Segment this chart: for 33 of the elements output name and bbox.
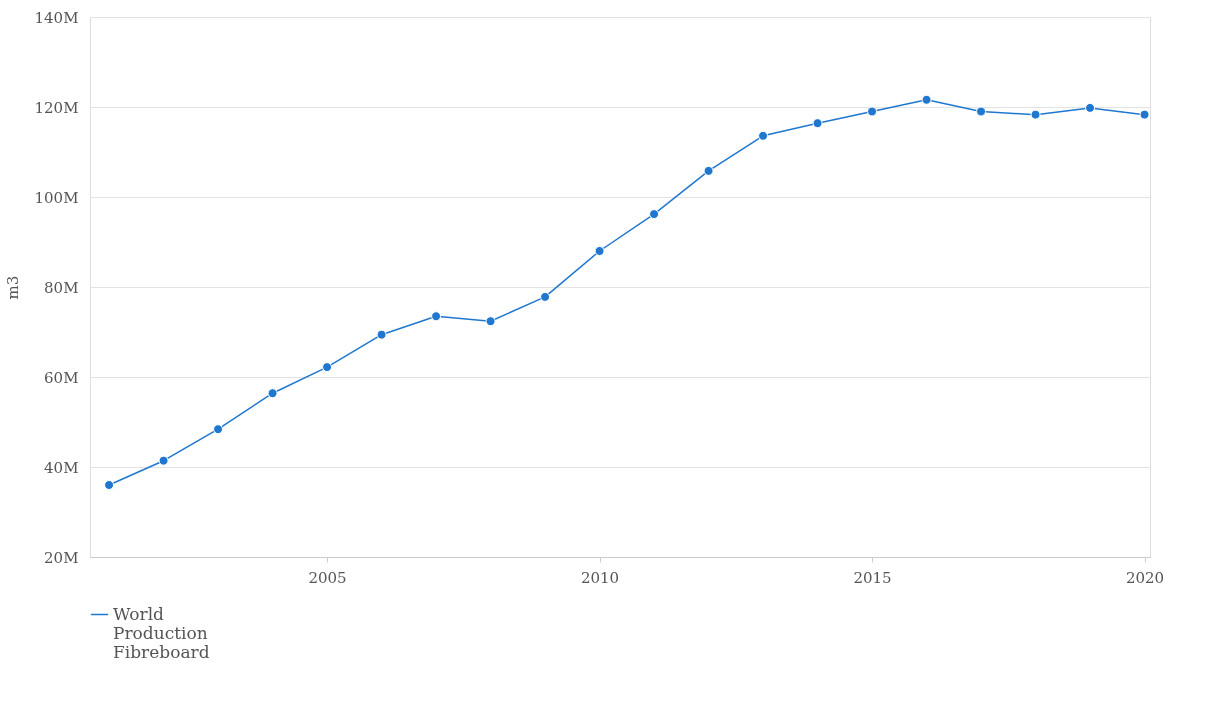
point [812,118,823,129]
x-tick-label: 2005 [308,568,347,587]
point [158,455,169,466]
y-tick-label: 120M [34,98,79,117]
point [867,106,878,117]
y-tick-label: 100M [34,188,79,207]
point [431,311,442,322]
y-tick-label: 60M [44,368,79,387]
x-tick-label: 2010 [580,568,620,587]
point [267,388,278,399]
point [104,480,115,490]
point [1139,109,1150,120]
point [322,362,333,373]
y-axis-title: m3 [3,275,22,300]
point [1085,102,1096,113]
x-tick-label: 2020 [1125,568,1165,587]
point [758,130,769,141]
point [213,424,224,435]
point [976,106,987,117]
point [703,165,714,176]
y-tick-label: 40M [44,458,79,477]
point [485,316,496,327]
point [594,246,605,256]
y-tick-label: 80M [44,278,79,297]
x-tick-label: 2015 [853,568,892,587]
y-tick-label: 20M [44,548,79,567]
point [921,94,932,105]
point [540,291,551,302]
point [649,209,660,220]
y-tick-label: 140M [34,8,79,27]
legend-label: World Production Fibreboard [113,603,210,662]
point [1030,109,1041,120]
point [376,329,387,340]
